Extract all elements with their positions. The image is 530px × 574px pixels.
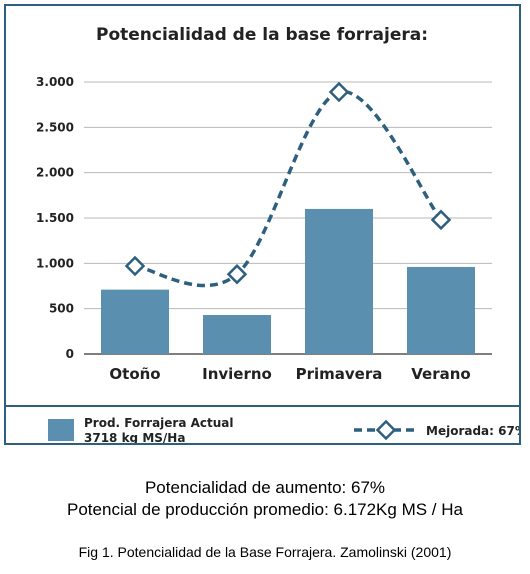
- legend-bar-swatch: [48, 419, 74, 441]
- y-tick-label: 1.000: [36, 256, 74, 270]
- legend: Prod. Forrajera Actual 3718 kg MS/Ha Mej…: [48, 416, 519, 443]
- x-axis-category-labels: Otoño Invierno Primavera Verano: [109, 365, 470, 383]
- line-series: [124, 81, 452, 288]
- chart-figure-frame: Potencialidad de la base forrajera: 0 500…: [4, 4, 521, 445]
- x-category-label: Verano: [411, 365, 470, 383]
- chart-title: Potencialidad de la base forrajera:: [96, 25, 428, 45]
- bar: [407, 266, 475, 354]
- legend-line-label: Mejorada: 67%: [426, 424, 519, 438]
- y-tick-label: 2.500: [36, 120, 74, 134]
- legend-bar-label: Prod. Forrajera Actual: [84, 416, 234, 430]
- bar: [305, 208, 373, 354]
- bar: [203, 315, 271, 354]
- legend-line-marker: [375, 419, 397, 441]
- bar-series: [101, 208, 475, 354]
- legend-bar-sublabel: 3718 kg MS/Ha: [84, 431, 185, 443]
- caption-average-production: Potencial de producción promedio: 6.172K…: [67, 500, 463, 519]
- line-point-marker: [328, 81, 350, 103]
- y-axis-tick-labels: 0 500 1.000 1.500 2.000 2.500 3.000: [36, 75, 74, 361]
- line-point-marker: [430, 209, 452, 231]
- figure-caption: Fig 1. Potencialidad de la Base Forrajer…: [78, 544, 452, 560]
- improved-series-line: [134, 90, 443, 288]
- y-tick-label: 500: [49, 302, 74, 316]
- x-category-label: Invierno: [202, 365, 272, 383]
- bar: [101, 289, 169, 354]
- y-tick-label: 0: [66, 347, 74, 361]
- y-tick-label: 2.000: [36, 166, 74, 180]
- caption-increase: Potencialidad de aumento: 67%: [144, 478, 386, 497]
- x-category-label: Otoño: [109, 365, 160, 383]
- y-tick-label: 3.000: [36, 75, 74, 89]
- y-tick-label: 1.500: [36, 211, 74, 225]
- x-category-label: Primavera: [296, 365, 383, 383]
- line-point-marker: [226, 263, 248, 285]
- line-point-marker: [124, 255, 146, 277]
- chart: Potencialidad de la base forrajera: 0 500…: [6, 25, 519, 443]
